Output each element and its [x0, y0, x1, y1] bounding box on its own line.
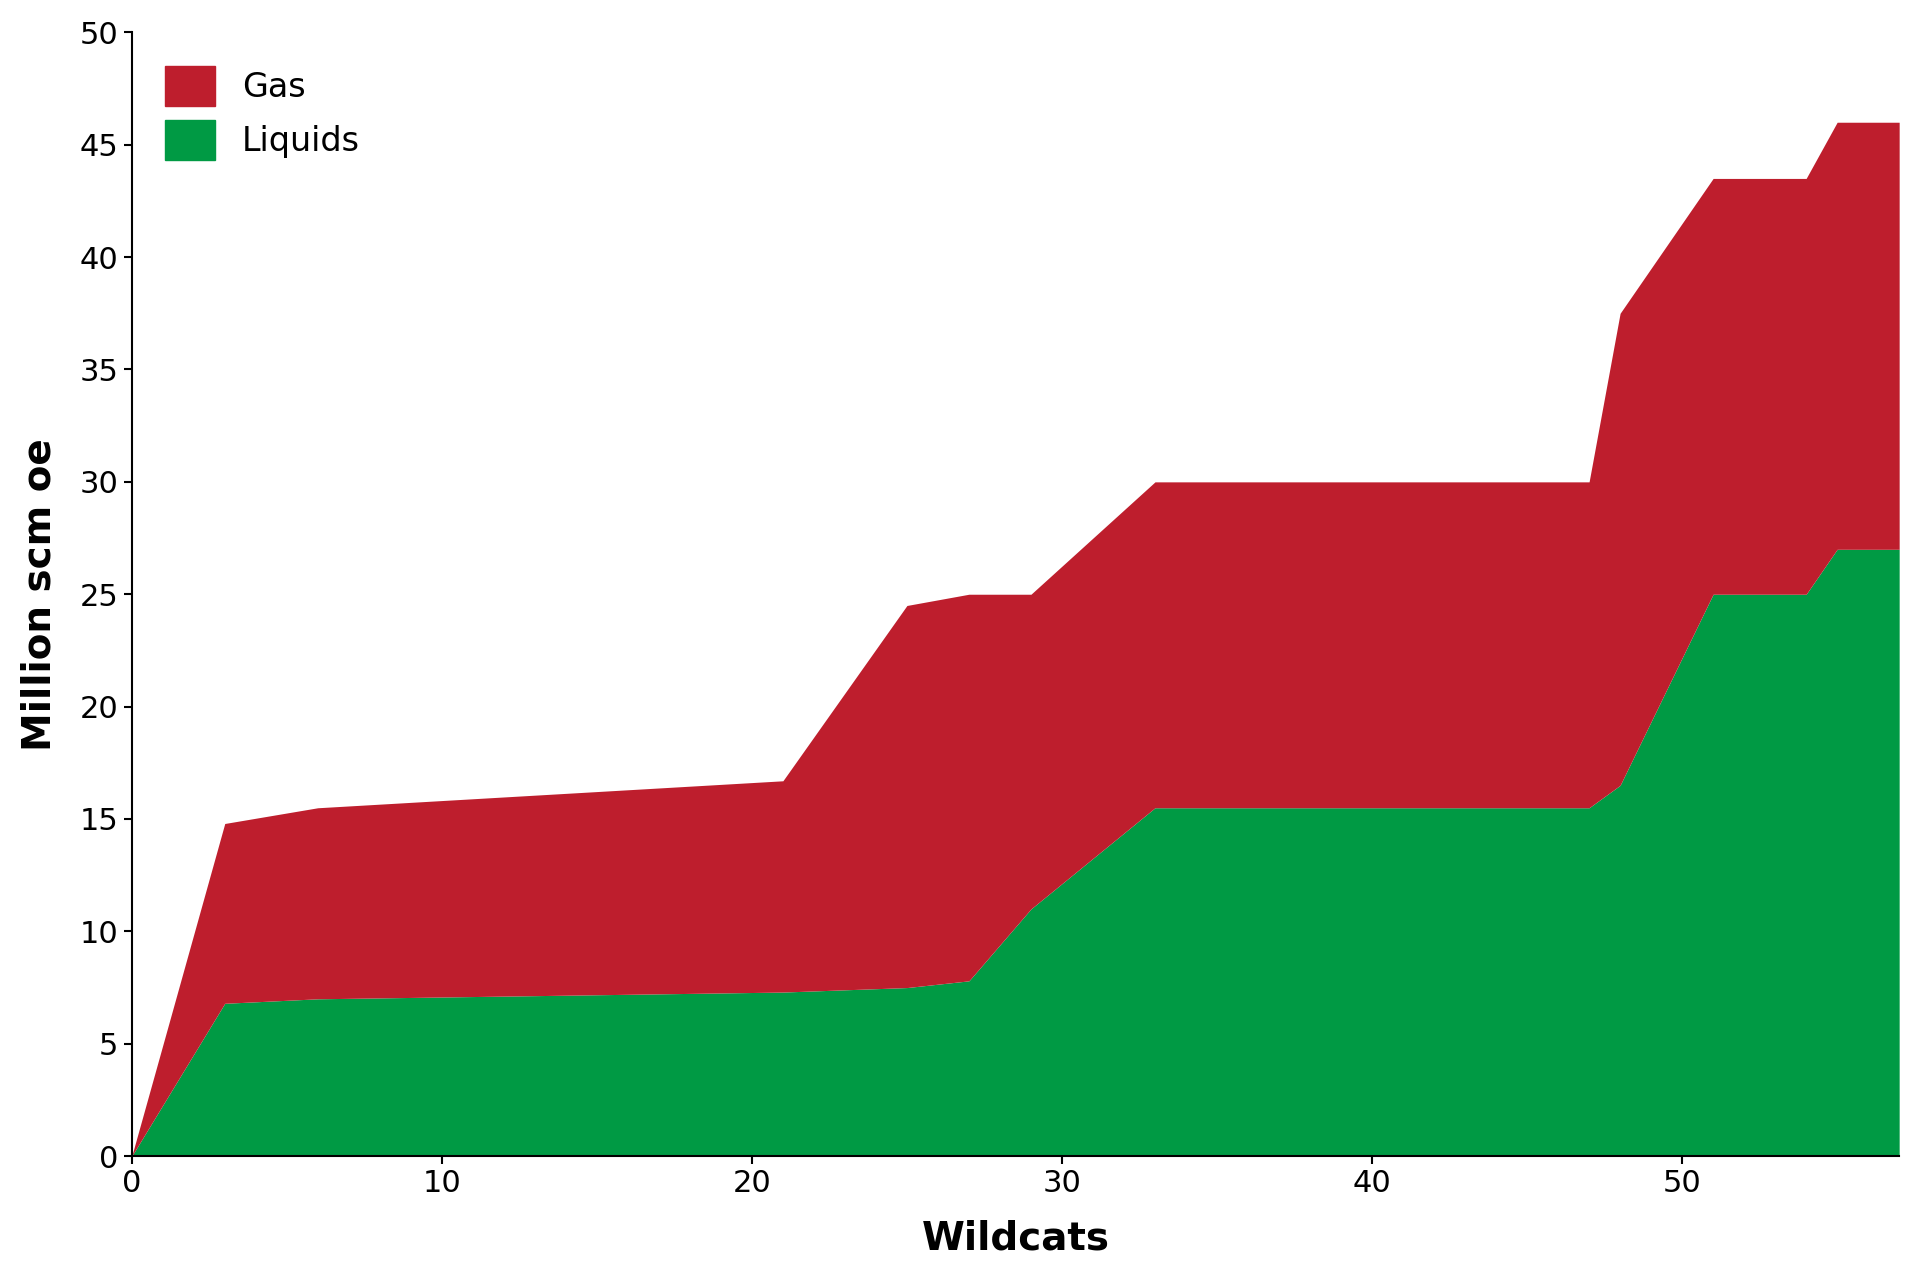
- Y-axis label: Million scm oe: Million scm oe: [21, 438, 60, 750]
- Legend: Gas, Liquids: Gas, Liquids: [148, 49, 376, 176]
- X-axis label: Wildcats: Wildcats: [922, 1219, 1110, 1258]
